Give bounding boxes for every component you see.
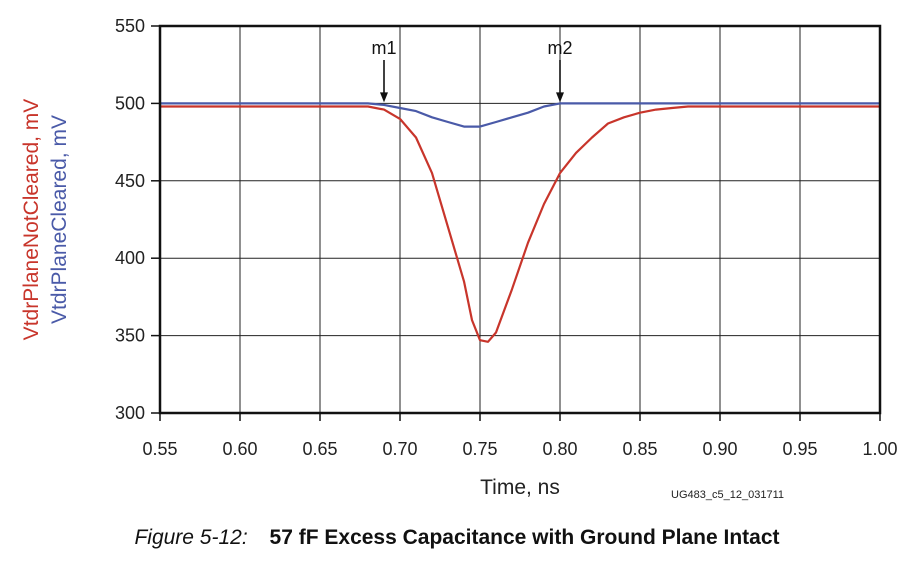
series-line-0 bbox=[160, 105, 880, 343]
x-tick-label: 0.90 bbox=[702, 439, 737, 459]
marker-arrow-m1 bbox=[380, 92, 388, 103]
x-tick-label: 0.85 bbox=[622, 439, 657, 459]
caption-number: Figure 5-12: bbox=[134, 526, 248, 549]
y-tick-label: 300 bbox=[115, 403, 145, 423]
x-tick-label: 0.95 bbox=[782, 439, 817, 459]
x-axis-title: Time, ns bbox=[480, 476, 560, 499]
figure-id: UG483_c5_12_031711 bbox=[671, 489, 784, 501]
x-tick-label: 0.65 bbox=[302, 439, 337, 459]
figure-caption: Figure 5-12: 57 fF Excess Capacitance wi… bbox=[0, 526, 914, 550]
y-tick-label: 450 bbox=[115, 171, 145, 191]
y-tick-label: 400 bbox=[115, 248, 145, 268]
y-axis-title-cleared: VtdrPlaneCleared, mV bbox=[48, 115, 71, 324]
marker-label-m1: m1 bbox=[371, 38, 396, 58]
x-tick-label: 0.60 bbox=[222, 439, 257, 459]
y-tick-label: 350 bbox=[115, 326, 145, 346]
x-tick-label: 0.75 bbox=[462, 439, 497, 459]
marker-label-m2: m2 bbox=[547, 38, 572, 58]
tick-labels: 0.55 0.60 0.65 0.70 0.75 0.80 0.85 0.90 0.95 1.00… bbox=[115, 16, 898, 459]
series-line-1 bbox=[160, 102, 880, 128]
x-tick-label: 0.55 bbox=[142, 439, 177, 459]
series-lines bbox=[160, 102, 880, 343]
markers: m1 m2 bbox=[371, 38, 573, 103]
y-axis-title-not-cleared: VtdrPlaneNotCleared, mV bbox=[20, 99, 43, 341]
x-tick-label: 0.70 bbox=[382, 439, 417, 459]
x-tick-label: 0.80 bbox=[542, 439, 577, 459]
plot-frame bbox=[158, 24, 882, 415]
y-tick-label: 550 bbox=[115, 16, 145, 36]
marker-arrow-m2 bbox=[556, 92, 564, 103]
chart: m1 m2 0.55 0.60 0.65 0.70 0.75 0.80 0.85 0.90 0.9… bbox=[20, 16, 898, 499]
grid bbox=[160, 26, 880, 413]
y-tick-label: 500 bbox=[115, 93, 145, 113]
caption-title: 57 fF Excess Capacitance with Ground Pla… bbox=[269, 526, 780, 549]
x-tick-label: 1.00 bbox=[862, 439, 897, 459]
